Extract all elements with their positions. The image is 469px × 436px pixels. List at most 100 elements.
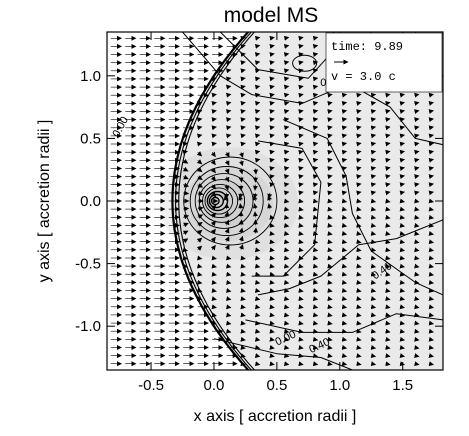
velocity-vector (269, 68, 275, 74)
velocity-vector (341, 288, 348, 293)
velocity-vector (428, 157, 434, 163)
velocity-vector (226, 320, 232, 326)
velocity-vector (370, 279, 377, 285)
velocity-vector (341, 336, 348, 342)
velocity-vector (254, 52, 261, 57)
velocity-vector (399, 320, 405, 326)
velocity-vector (385, 109, 391, 114)
velocity-vector (269, 336, 275, 342)
velocity-vector (327, 345, 333, 350)
velocity-vector (356, 255, 362, 261)
velocity-vector (224, 244, 230, 250)
velocity-vector (370, 206, 377, 212)
velocity-vector (298, 296, 304, 302)
velocity-vector (240, 296, 246, 302)
velocity-vector (298, 222, 304, 228)
velocity-vector (240, 60, 246, 66)
velocity-vector (356, 361, 362, 367)
velocity-vector (210, 236, 216, 243)
velocity-vector (298, 239, 304, 245)
velocity-vector (254, 247, 261, 253)
velocity-vector (370, 231, 377, 236)
velocity-vector (428, 304, 434, 310)
velocity-vector (370, 214, 377, 220)
velocity-vector (269, 125, 275, 131)
velocity-vector (298, 206, 304, 212)
velocity-vector (327, 157, 333, 163)
velocity-vector (269, 174, 275, 180)
density-contour (189, 166, 264, 236)
velocity-vector (283, 336, 290, 342)
velocity-vector (370, 304, 377, 310)
velocity-vector (428, 312, 434, 318)
velocity-vector (327, 198, 333, 204)
velocity-vector (356, 279, 362, 285)
velocity-vector (399, 214, 405, 220)
velocity-vector (312, 43, 319, 49)
velocity-vector (269, 239, 275, 245)
accretor-halo (203, 181, 255, 227)
density-contour (198, 179, 246, 223)
velocity-vector (298, 263, 304, 269)
velocity-vector (356, 92, 362, 98)
velocity-vector (356, 263, 362, 269)
velocity-vector (283, 312, 290, 318)
velocity-vector (182, 174, 189, 180)
shock-contour (178, 32, 255, 370)
velocity-vector (211, 288, 217, 293)
velocity-vector (224, 160, 230, 166)
velocity-vector (211, 100, 217, 106)
velocity-vector (356, 312, 362, 318)
velocity-vector (428, 117, 434, 123)
velocity-vector (210, 159, 216, 166)
velocity-vector (385, 271, 391, 277)
axis-ticks: -0.5 0.0 0.5 1.0 1.5 -1.0 -0.5 0.0 0.5 1.0 (75, 32, 443, 394)
velocity-vector (312, 198, 319, 204)
velocity-vector (414, 166, 420, 171)
velocity-vector (399, 312, 405, 318)
velocity-vector (283, 68, 290, 74)
velocity-vector (238, 192, 244, 199)
velocity-vector (254, 133, 261, 139)
velocity-vector (225, 328, 232, 334)
velocity-vector (269, 361, 275, 367)
velocity-vector (399, 271, 405, 277)
velocity-vector (370, 190, 377, 196)
velocity-vector (254, 312, 261, 318)
velocity-vector (341, 206, 348, 212)
velocity-vector (399, 231, 405, 236)
velocity-vector (327, 214, 333, 220)
velocity-vector (356, 166, 362, 171)
velocity-vector (370, 255, 377, 261)
velocity-vector (254, 345, 261, 350)
velocity-vector (254, 255, 261, 261)
velocity-vector (267, 203, 273, 210)
velocity-vector (225, 100, 232, 106)
velocity-vector (356, 206, 362, 212)
velocity-vector (356, 190, 362, 196)
velocity-vector (240, 312, 246, 318)
velocity-vector (240, 320, 246, 326)
velocity-vector (254, 157, 261, 163)
velocity-vector (399, 190, 405, 196)
velocity-vector (370, 296, 377, 302)
velocity-vector (240, 125, 246, 131)
velocity-vector (312, 361, 319, 367)
velocity-vector (298, 198, 304, 204)
velocity-vector (370, 361, 377, 367)
velocity-vector (224, 236, 230, 242)
velocity-vector (298, 361, 304, 367)
velocity-vector (327, 312, 333, 318)
velocity-vector (283, 157, 290, 163)
velocity-vector (399, 345, 405, 350)
velocity-vector (210, 244, 216, 251)
velocity-vector (211, 263, 217, 269)
velocity-vector (312, 279, 319, 285)
velocity-vector (414, 125, 420, 131)
velocity-vector (370, 117, 377, 123)
velocity-vector (327, 231, 333, 236)
velocity-vector (327, 255, 333, 261)
velocity-vector (399, 328, 405, 334)
velocity-vector (269, 92, 275, 98)
velocity-vector (269, 255, 275, 261)
